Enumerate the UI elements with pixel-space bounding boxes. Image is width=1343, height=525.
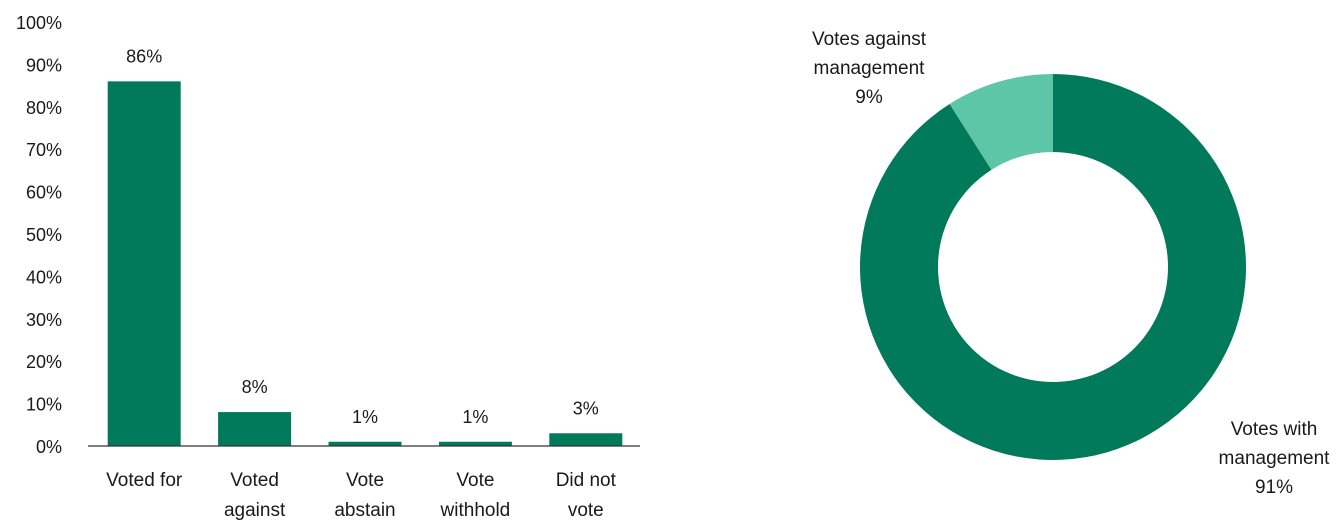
- y-tick-label: 20%: [26, 352, 62, 372]
- bar-value-label: 1%: [462, 407, 488, 427]
- donut-slice: [949, 74, 1053, 170]
- y-tick-label: 80%: [26, 98, 62, 118]
- bar: [328, 441, 402, 446]
- donut-slice: [860, 74, 1246, 460]
- y-tick-label: 70%: [26, 140, 62, 160]
- bar: [218, 412, 292, 446]
- category-labels: Voted for Voted against Vote abstain Vote with…: [106, 470, 616, 521]
- y-tick-label: 40%: [26, 267, 62, 287]
- bar-value-label: 3%: [573, 398, 599, 418]
- bar-value-label: 1%: [352, 407, 378, 427]
- slice-labels: Votes against management 9% Votes with manag…: [812, 29, 1330, 498]
- category-label: Vote withhold: [440, 470, 511, 521]
- donut-slices: [860, 74, 1246, 460]
- bar-value-label: 8%: [242, 377, 268, 397]
- y-tick-label: 60%: [26, 183, 62, 203]
- bar: [438, 441, 512, 446]
- category-label: Vote abstain: [334, 470, 395, 521]
- bars: [107, 81, 623, 447]
- bar-chart: 0% 10% 20% 30% 40% 50% 60% 70% 80% 90% 100% 86% 8% 1…: [16, 13, 640, 521]
- y-tick-label: 10%: [26, 395, 62, 415]
- bar: [107, 81, 181, 447]
- value-labels: 86% 8% 1% 1% 3%: [126, 46, 599, 426]
- y-axis-ticks: 0% 10% 20% 30% 40% 50% 60% 70% 80% 90% 100%: [16, 13, 62, 457]
- y-tick-label: 0%: [36, 437, 62, 457]
- slice-label: Votes against management 9%: [812, 29, 927, 108]
- y-tick-label: 100%: [16, 13, 62, 33]
- category-label: Voted against: [224, 470, 286, 521]
- bar: [549, 433, 623, 446]
- y-tick-label: 90%: [26, 55, 62, 75]
- y-tick-label: 50%: [26, 225, 62, 245]
- category-label: Did not vote: [556, 470, 617, 521]
- y-tick-label: 30%: [26, 310, 62, 330]
- slice-label: Votes with management 91%: [1219, 419, 1331, 498]
- bar-value-label: 86%: [126, 46, 162, 66]
- category-label: Voted for: [106, 470, 183, 491]
- donut-chart: Votes against management 9% Votes with manag…: [812, 29, 1330, 498]
